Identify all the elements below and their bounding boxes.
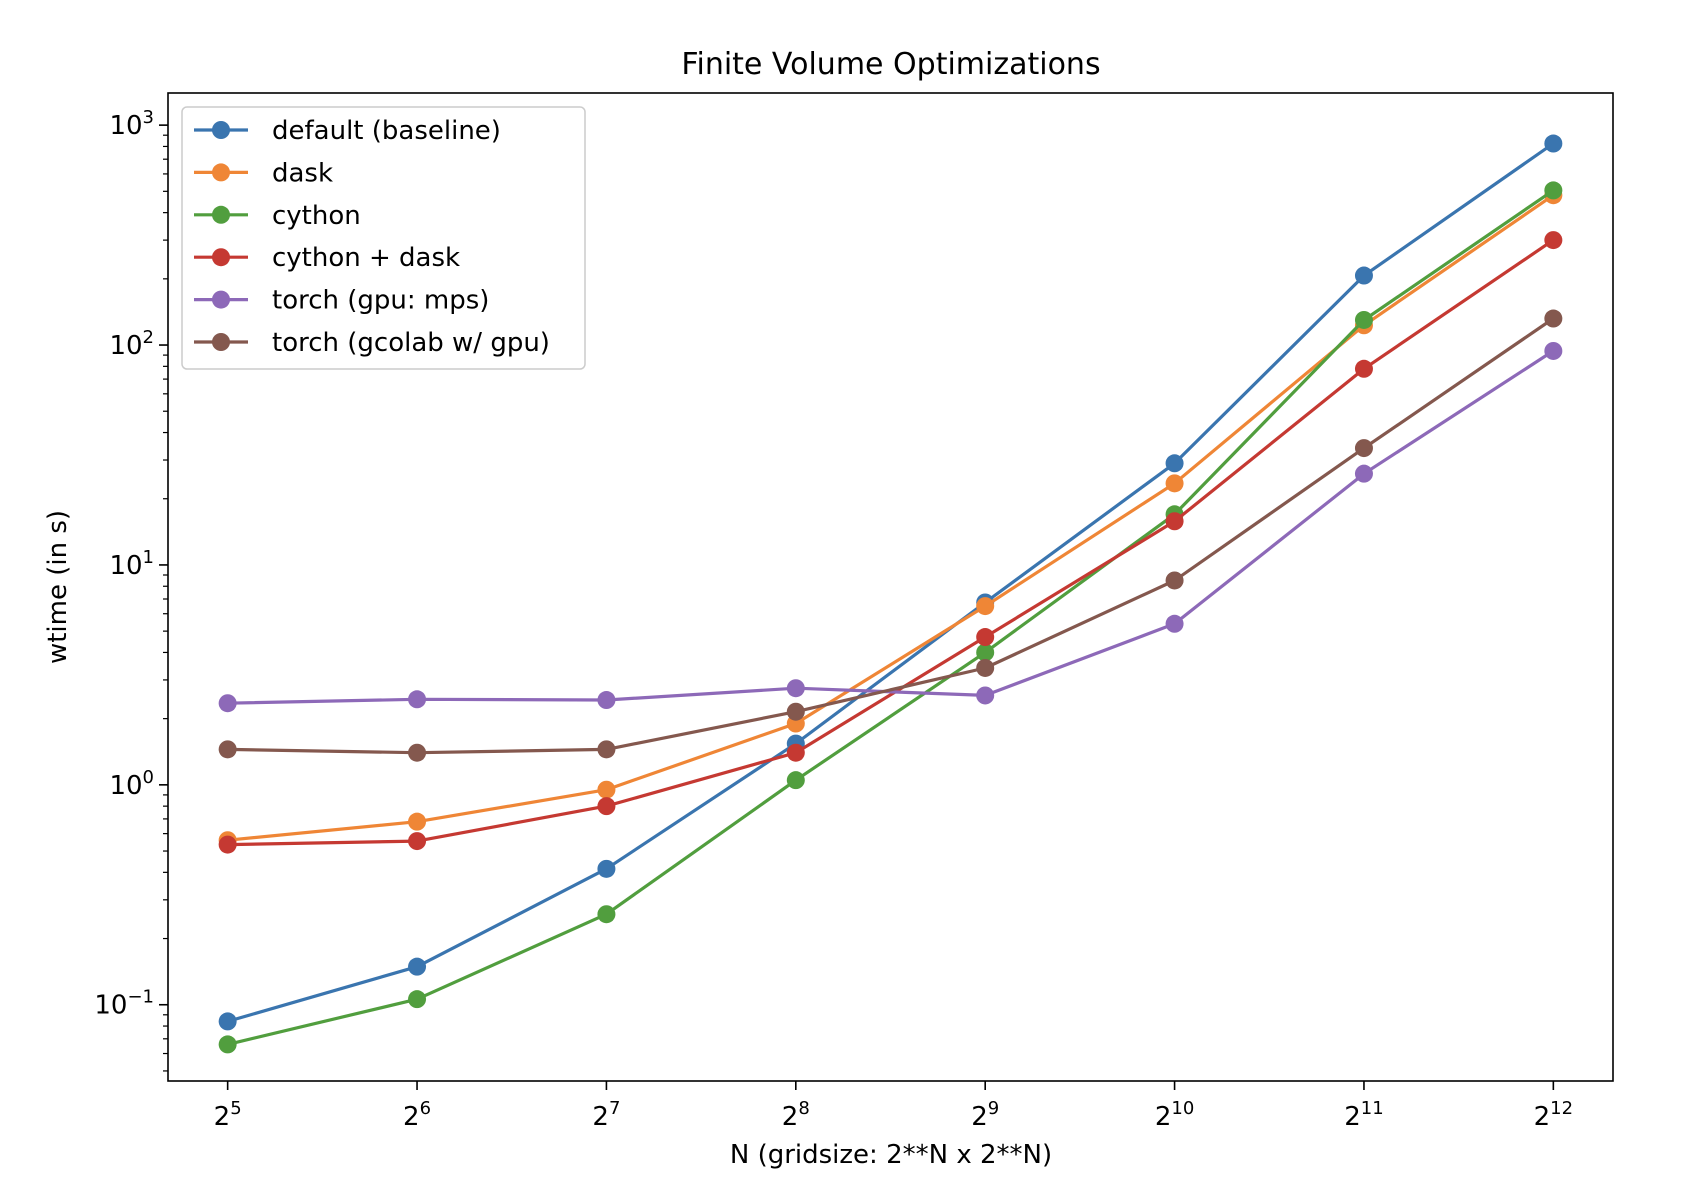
data-point	[1544, 134, 1563, 153]
legend-entry: dask	[272, 158, 333, 188]
data-point	[786, 771, 805, 790]
plot-frame	[167, 92, 1614, 1082]
data-point	[1544, 309, 1563, 328]
x-tick-label: 210	[1155, 1098, 1194, 1132]
data-point	[218, 835, 237, 854]
data-point	[408, 812, 427, 831]
data-point	[408, 690, 427, 709]
data-point	[1544, 231, 1563, 250]
data-point	[976, 658, 995, 677]
data-point	[786, 702, 805, 721]
y-tick-label: 100	[109, 767, 154, 801]
legend-marker	[212, 333, 230, 351]
x-tick-label: 25	[214, 1098, 242, 1132]
data-point	[1354, 439, 1373, 458]
legend-entry: torch (gpu: mps)	[272, 286, 489, 316]
data-point	[1165, 571, 1184, 590]
data-point	[597, 797, 616, 816]
x-tick-label: 26	[403, 1098, 431, 1132]
data-point	[786, 743, 805, 762]
data-point	[1165, 512, 1184, 531]
chart-title: Finite Volume Optimizations	[681, 47, 1100, 82]
x-tick-label: 27	[592, 1098, 620, 1132]
legend-marker	[212, 290, 230, 309]
legend-entry: cython + dask	[272, 243, 460, 273]
x-tick-label: 29	[971, 1098, 999, 1132]
x-tick-label: 211	[1344, 1098, 1383, 1132]
data-point	[1165, 474, 1184, 493]
data-point	[1165, 614, 1184, 633]
series-line-2	[227, 189, 1555, 1046]
axes: 25 26 27 28 29 210 211 212 10−1 100 101 102 103	[94, 107, 1573, 1132]
data-point	[1544, 341, 1563, 360]
legend-marker	[212, 205, 230, 224]
data-point	[976, 686, 995, 705]
x-axis-label: N (gridsize: 2**N x 2**N)	[730, 1140, 1052, 1170]
y-tick-label: 102	[109, 327, 154, 361]
legend-marker	[212, 163, 230, 182]
data-point	[408, 743, 427, 762]
data-point	[1354, 266, 1373, 285]
data-point	[976, 643, 995, 662]
data-point	[786, 679, 805, 698]
series-line-3	[227, 238, 1555, 847]
legend-entry: torch (gcolab w/ gpu)	[272, 328, 550, 358]
data-point	[597, 780, 616, 799]
data-point	[218, 1012, 237, 1031]
x-tick-label: 28	[782, 1098, 810, 1132]
data-point	[1165, 454, 1184, 473]
data-point	[597, 740, 616, 759]
y-axis-label: wtime (in s)	[43, 510, 73, 664]
data-point	[1354, 464, 1373, 483]
data-point	[1354, 359, 1373, 378]
data-point	[408, 957, 427, 976]
data-point	[597, 691, 616, 710]
legend: default (baseline) dask cython cython + das…	[181, 106, 586, 370]
legend-entry: default (baseline)	[272, 116, 501, 146]
y-tick-label: 101	[109, 547, 154, 581]
y-tick-label: 103	[109, 107, 154, 141]
data-point	[408, 832, 427, 851]
legend-entry: cython	[272, 201, 361, 231]
data-point	[597, 859, 616, 878]
series-line-0	[227, 142, 1555, 1023]
data-point	[218, 1035, 237, 1054]
series-line-4	[227, 349, 1555, 705]
legend-box	[181, 106, 586, 370]
data-point	[976, 597, 995, 616]
legend-marker	[212, 121, 230, 139]
y-tick-label: 10−1	[94, 987, 154, 1021]
data-point	[1354, 310, 1373, 329]
plot-area	[218, 134, 1563, 1054]
data-point	[218, 694, 237, 713]
data-point	[218, 740, 237, 759]
series-line-5	[227, 317, 1555, 755]
data-point	[408, 990, 427, 1009]
legend-marker	[212, 248, 230, 267]
x-tick-label: 212	[1534, 1098, 1573, 1132]
data-point	[597, 905, 616, 924]
data-point	[1544, 181, 1563, 200]
data-point	[976, 628, 995, 647]
